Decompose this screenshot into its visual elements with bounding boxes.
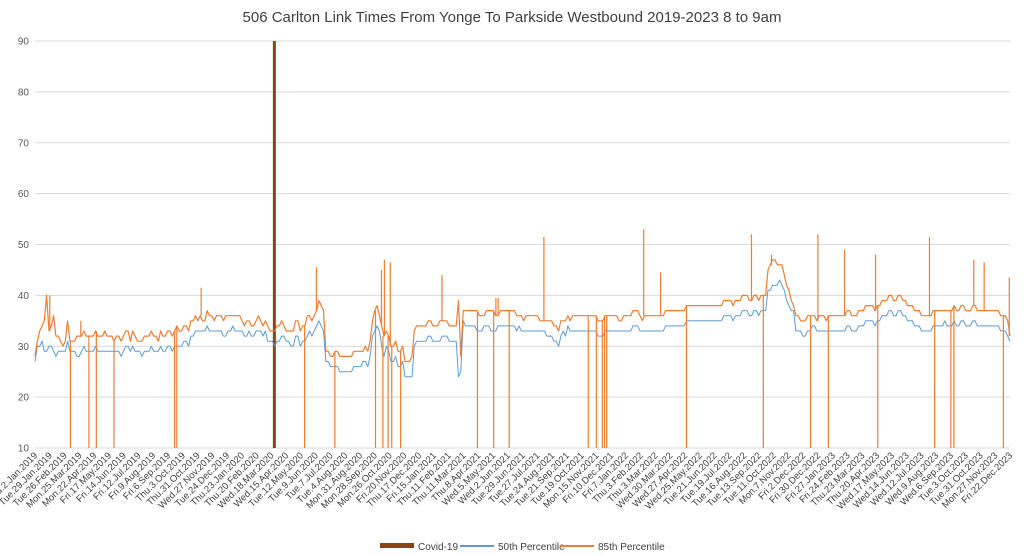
y-tick-label-60: 60 — [18, 189, 30, 200]
grid-layer — [35, 40, 1010, 449]
y-tick-label-30: 30 — [18, 342, 30, 353]
legend-p85-label: 85th Percentile — [598, 542, 665, 553]
y-tick-label-70: 70 — [18, 138, 30, 149]
y-tick-label-20: 20 — [18, 393, 30, 404]
y-axis-ticks: 10 20 30 40 50 60 70 80 90 — [18, 37, 30, 455]
legend-covid-label: Covid-19 — [418, 542, 458, 553]
chart-title: 506 Carlton Link Times From Yonge To Par… — [243, 9, 782, 26]
y-tick-label-10: 10 — [18, 444, 30, 455]
y-tick-label-90: 90 — [18, 37, 30, 48]
y-tick-label-40: 40 — [18, 291, 30, 302]
legend: Covid-19 50th Percentile 85th Percentile — [380, 542, 665, 553]
x-axis-ticks: Wed.2.Jan.2019Tue.29.Jan.2019Tue.26.Feb.… — [0, 450, 1015, 512]
legend-p50-label: 50th Percentile — [498, 542, 565, 553]
y-tick-label-50: 50 — [18, 240, 30, 251]
covid-layer — [272, 41, 276, 448]
y-tick-label-80: 80 — [18, 87, 30, 98]
series-line-p85 — [34, 259, 1011, 363]
series-layer — [34, 229, 1011, 448]
covid-marker-bar — [272, 41, 276, 448]
series-line-p50 — [34, 279, 1011, 378]
legend-covid-swatch — [380, 543, 414, 548]
